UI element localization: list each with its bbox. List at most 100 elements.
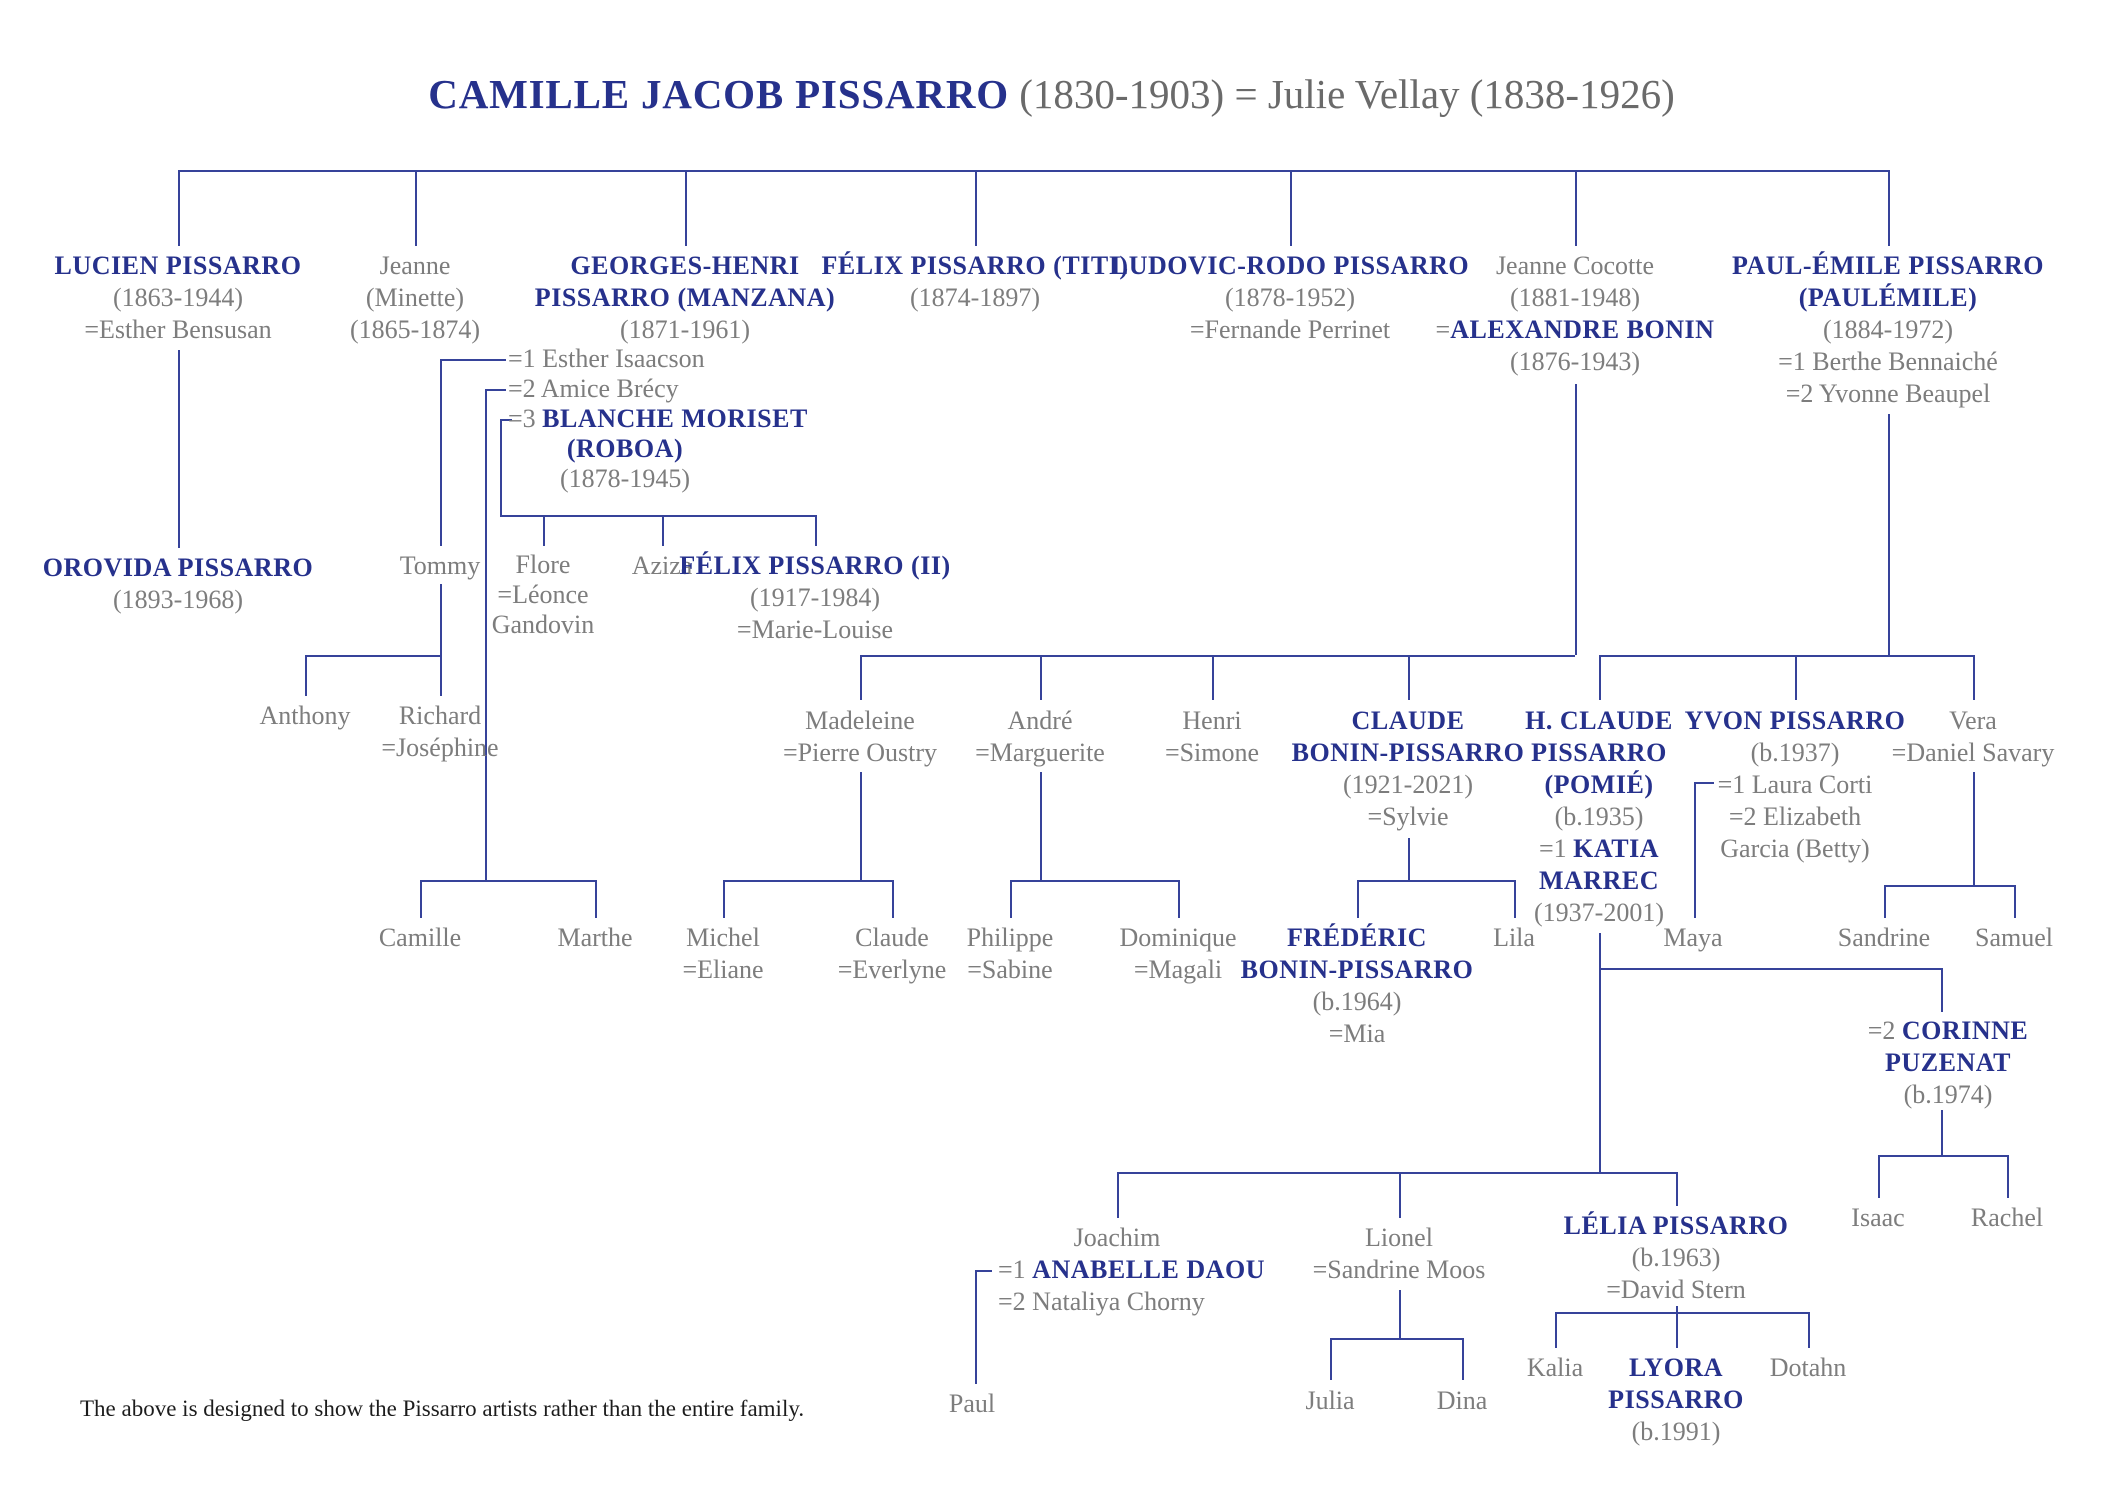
- connector-line: [1973, 772, 1975, 885]
- person-paul: Paul: [949, 1388, 995, 1420]
- connector-line: [662, 515, 664, 546]
- connector-line: [595, 880, 597, 918]
- georges-wives-list-text: =2 Amice Brécy: [508, 374, 679, 403]
- connector-line: [1040, 772, 1042, 880]
- person-dominique-text: =Magali: [1133, 955, 1223, 984]
- person-jeanne-minette: Jeanne (Minette) (1865-1874): [350, 250, 480, 346]
- person-paul-emile-pissarro-text: PAUL-ÉMILE PISSARRO: [1731, 251, 2045, 280]
- connector-line: [1599, 968, 1941, 970]
- person-lionel: Lionel =Sandrine Moos: [1313, 1222, 1486, 1286]
- connector-line: [1117, 1172, 1119, 1218]
- person-andre: André =Marguerite: [975, 705, 1105, 769]
- person-michel: Michel =Eliane: [682, 922, 763, 986]
- connector-line: [685, 170, 687, 246]
- connector-line: [420, 880, 595, 882]
- connector-line: [723, 880, 892, 882]
- georges-wives-list-text: =1 Esther Isaacson: [508, 344, 705, 373]
- person-henri-text: Henri: [1182, 706, 1242, 735]
- connector-line: [178, 170, 1888, 172]
- person-tommy: Tommy: [400, 550, 481, 582]
- person-julia-text: Julia: [1305, 1386, 1355, 1415]
- connector-line: [415, 170, 417, 246]
- person-lila-text: Lila: [1493, 923, 1535, 952]
- person-h-claude-pissarro-text: =1 KATIA: [1538, 834, 1660, 863]
- connector-line: [860, 772, 862, 880]
- connector-line: [500, 515, 815, 517]
- title-root-dates-spouse: (1830-1903) = Julie Vellay (1838-1926): [1009, 71, 1675, 117]
- person-frederic-bonin-pissarro-text: (b.1964): [1312, 987, 1402, 1016]
- person-paul-emile-pissarro-text: =2 Yvonne Beaupel: [1785, 379, 1991, 408]
- person-kalia-text: Kalia: [1526, 1353, 1584, 1382]
- connector-line: [1941, 968, 1943, 1012]
- person-lionel-text: Lionel: [1365, 1223, 1433, 1252]
- person-georges-henri-pissarro: GEORGES-HENRI PISSARRO (MANZANA) (1871-196…: [535, 250, 835, 346]
- person-samuel: Samuel: [1975, 922, 2053, 954]
- connector-line: [2007, 1155, 2009, 1198]
- person-lyora-pissarro: LYORA PISSARRO (b.1991): [1608, 1352, 1744, 1448]
- person-h-claude-pissarro-text: PISSARRO: [1531, 738, 1667, 767]
- connector-line: [1795, 655, 1797, 700]
- connector-line: [1888, 414, 1890, 655]
- person-andre-text: =Marguerite: [975, 738, 1105, 767]
- person-madeleine-text: Madeleine: [805, 706, 915, 735]
- person-michel-text: =Eliane: [682, 955, 764, 984]
- person-isaac-text: Isaac: [1851, 1203, 1905, 1232]
- georges-wives-list: =1 Esther Isaacson =2 Amice Brécy =3 BLANC…: [508, 344, 808, 434]
- person-jeanne-cocotte-text: (1876-1943): [1510, 347, 1640, 376]
- person-lelia-pissarro-text: LÉLIA PISSARRO: [1563, 1211, 1789, 1240]
- connector-line: [1676, 1312, 1678, 1348]
- person-corinne-puzenat: =2 CORINNE PUZENAT (b.1974): [1868, 1015, 2029, 1111]
- person-georges-henri-pissarro-text: (1871-1961): [620, 315, 750, 344]
- connector-line: [1514, 880, 1516, 918]
- person-h-claude-pissarro: H. CLAUDE PISSARRO (POMIÉ) (b.1935) =1 KATIA…: [1525, 705, 1673, 929]
- person-maya: Maya: [1663, 922, 1722, 954]
- person-yvon-pissarro-text: =1 Laura Corti: [1717, 770, 1873, 799]
- person-madeleine-text: =Pierre Oustry: [782, 738, 938, 767]
- person-philippe: Philippe =Sabine: [967, 922, 1054, 986]
- person-flore-text: Gandovin: [491, 610, 595, 639]
- connector-line: [860, 655, 862, 700]
- person-richard: Richard =Joséphine: [381, 700, 498, 764]
- connector-line: [1599, 655, 1601, 700]
- connector-line: [1290, 170, 1292, 246]
- connector-line: [723, 880, 725, 918]
- person-yvon-pissarro-text: =2 Elizabeth: [1728, 802, 1862, 831]
- connector-line: [485, 389, 506, 391]
- person-claude-bonin-pissarro: CLAUDE BONIN-PISSARRO (1921-2021) =Sylvie: [1292, 705, 1525, 833]
- person-jeanne-cocotte-text: =ALEXANDRE BONIN: [1435, 315, 1715, 344]
- connector-line: [975, 1270, 992, 1272]
- person-lyora-pissarro-text: LYORA: [1628, 1353, 1724, 1382]
- person-camille: Camille: [379, 922, 461, 954]
- joachim-wives-list: =1 ANABELLE DAOU =2 Nataliya Chorny: [998, 1254, 1265, 1318]
- person-frederic-bonin-pissarro-text: BONIN-PISSARRO: [1240, 955, 1474, 984]
- person-claude-bonin-pissarro-text: =Sylvie: [1367, 802, 1449, 831]
- person-rachel-text: Rachel: [1970, 1203, 2044, 1232]
- person-blanche-moriset-roboa: (ROBOA) (1878-1945): [560, 434, 690, 494]
- connector-line: [815, 515, 817, 546]
- person-blanche-moriset-roboa-text: (ROBOA): [566, 434, 684, 463]
- connector-line: [1010, 880, 1012, 918]
- connector-line: [1330, 1338, 1332, 1380]
- connector-line: [178, 350, 180, 548]
- connector-line: [1399, 1172, 1401, 1218]
- connector-line: [1878, 1155, 1880, 1198]
- person-paul-emile-pissarro-text: =1 Berthe Bennaiché: [1778, 347, 1998, 376]
- person-claude-bonin-pissarro-text: BONIN-PISSARRO: [1291, 738, 1525, 767]
- person-julia: Julia: [1305, 1385, 1354, 1417]
- person-frederic-bonin-pissarro: FRÉDÉRIC BONIN-PISSARRO (b.1964) =Mia: [1241, 922, 1474, 1050]
- person-flore: Flore =Léonce Gandovin: [492, 550, 595, 640]
- person-maya-text: Maya: [1663, 923, 1723, 952]
- connector-line: [1178, 880, 1180, 918]
- connector-line: [1676, 1172, 1678, 1206]
- person-kalia: Kalia: [1527, 1352, 1583, 1384]
- person-ludovic-rodo-pissarro-text: (1878-1952): [1225, 283, 1355, 312]
- person-h-claude-pissarro-text: (POMIÉ): [1544, 770, 1654, 799]
- connector-line: [1884, 885, 2014, 887]
- person-tommy-text: Tommy: [399, 551, 481, 580]
- person-dotahn-text: Dotahn: [1769, 1353, 1847, 1382]
- connector-line: [1599, 655, 1973, 657]
- person-felix-pissarro-titi: FÉLIX PISSARRO (TITI) (1874-1897): [821, 250, 1128, 314]
- person-anthony: Anthony: [260, 700, 351, 732]
- person-orovida-pissarro: OROVIDA PISSARRO (1893-1968): [43, 552, 314, 616]
- person-jeanne-minette-text: (Minette): [365, 283, 465, 312]
